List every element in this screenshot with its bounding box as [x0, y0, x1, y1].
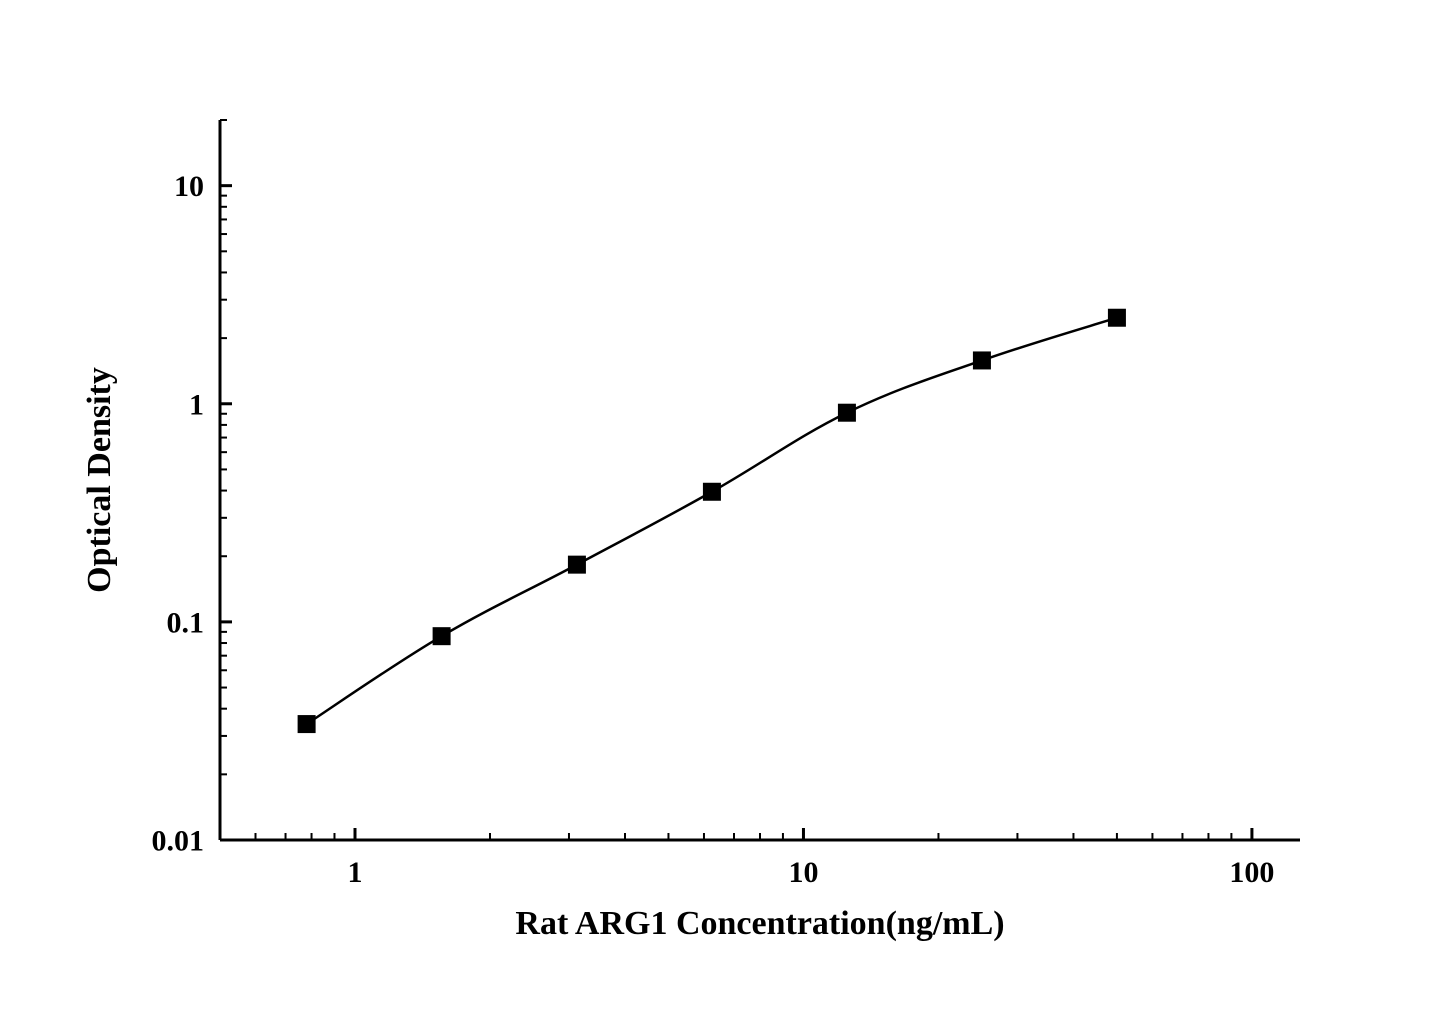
chart-container: 1 10 100 0.01 0.1 1 10 Rat ARG1 Concentration(n…: [0, 0, 1445, 1009]
y-tick-label: 0.01: [152, 825, 205, 858]
data-marker: [568, 556, 586, 574]
y-tick-label: 1: [189, 388, 204, 421]
x-axis-label: Rat ARG1 Concentration(ng/mL): [515, 905, 1004, 942]
x-tick-label: 1: [348, 856, 363, 889]
data-marker: [298, 715, 316, 733]
y-tick-label: 10: [174, 170, 204, 203]
standard-curve-chart: 1 10 100 0.01 0.1 1 10 Rat ARG1 Concentration(n…: [0, 0, 1445, 1009]
y-tick-label: 0.1: [167, 606, 205, 639]
y-axis-label: Optical Density: [81, 367, 118, 593]
data-marker: [1108, 309, 1126, 327]
data-marker: [703, 483, 721, 501]
data-marker: [433, 627, 451, 645]
x-tick-label: 10: [788, 856, 818, 889]
data-marker: [973, 351, 991, 369]
x-tick-label: 100: [1229, 856, 1274, 889]
data-marker: [838, 404, 856, 422]
